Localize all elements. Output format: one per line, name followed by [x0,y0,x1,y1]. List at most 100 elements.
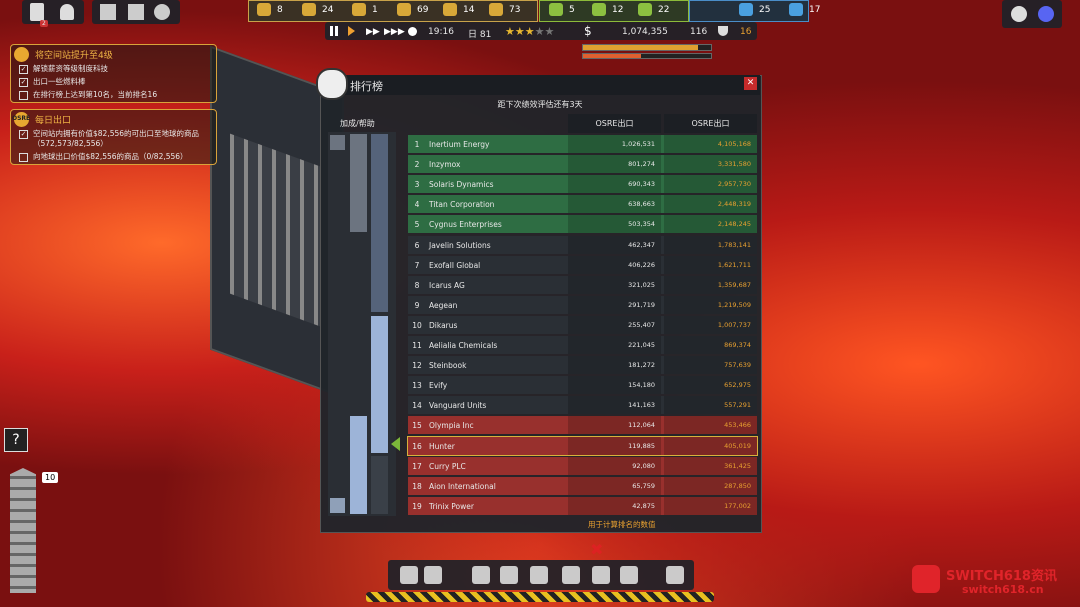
resource-count: 24 [322,5,334,15]
resource-icon [397,3,411,16]
tool-button[interactable] [400,566,418,584]
tool-button[interactable] [472,566,490,584]
checkbox[interactable] [19,153,28,162]
osre-total: 1,219,509 [717,300,751,309]
checkbox[interactable] [19,91,28,100]
column-header: OSRE出口 [568,114,661,133]
resource-icon [549,3,563,16]
tool-button[interactable] [500,566,518,584]
osre-value: 801,274 [628,160,655,169]
objective-title: 每日出口 [35,116,72,126]
tool-button[interactable] [620,566,638,584]
tool-button[interactable] [562,566,580,584]
bonus-bar [350,134,367,232]
checkbox[interactable]: ✓ [19,65,28,74]
discord-icon[interactable] [1038,6,1054,22]
leaderboard-row[interactable]: 7 Exofall Global 406,226 1,621,711 [408,255,757,274]
settings-gear[interactable] [154,4,170,20]
total-cell [664,235,757,254]
company-name: Icarus AG [429,280,465,290]
checkbox[interactable]: ✓ [19,130,28,139]
osre-total: 2,448,319 [717,200,751,209]
total-cell [664,336,757,354]
leaderboard-row[interactable]: 10 Dikarus 255,407 1,007,737 [408,315,757,334]
settings-icon[interactable] [1011,6,1027,22]
faster-button[interactable]: ▶▶▶ [384,27,405,37]
company-name: Aelialia Chemicals [429,341,498,350]
leaderboard-title-bar [320,75,760,95]
footer-note: 用于计算排名的数值 [588,520,656,529]
company-name: Javelin Solutions [429,240,491,250]
resource-bar-a [248,0,538,22]
alert-button[interactable] [60,4,74,20]
value-cell [568,255,661,274]
osre-total: 177,002 [724,501,751,510]
leaderboard-row[interactable]: 13 Evify 154,180 652,975 [408,376,757,395]
osre-total: 287,850 [724,481,751,490]
objective-text: 在排行榜上达到第10名，当前排名16 [33,90,158,99]
journal-button[interactable] [30,3,44,21]
leaderboard-row[interactable]: 2 Inzymox 801,274 3,331,580 [408,155,757,174]
osre-value: 291,719 [628,300,655,309]
osre-total: 453,466 [724,421,751,430]
resource-count: 12 [612,5,624,15]
osre-total: 2,957,730 [717,180,751,189]
bonus-icon[interactable] [330,135,345,150]
checkbox[interactable]: ✓ [19,78,28,87]
rank: 8 [414,280,420,290]
tool-button[interactable] [666,566,684,584]
value-cell [568,275,661,294]
value-cell [568,456,661,475]
leaderboard-row[interactable]: 5 Cygnus Enterprises 503,354 2,148,245 [408,215,757,234]
value-cell [568,496,661,515]
pause-button[interactable] [330,26,338,36]
osre-total: 405,019 [724,441,751,450]
tool-button[interactable] [530,566,548,584]
rank: 15 [412,421,422,431]
close-button[interactable]: ✕ [744,77,757,90]
company-name: Trinix Power [429,501,474,511]
total-cell [664,356,757,375]
resource-icon [592,3,606,16]
leaderboard-row[interactable]: 14 Vanguard Units 141,163 557,291 [408,396,757,415]
leaderboard-row[interactable]: 8 Icarus AG 321,025 1,359,687 [408,275,757,294]
cargo-button[interactable] [128,4,144,20]
objective-title: 将空间站提升至4级 [35,51,113,61]
leaderboard-row[interactable]: 16 Hunter 119,885 405,019 [407,435,758,456]
leaderboard-row[interactable]: 4 Titan Corporation 638,663 2,448,319 [408,195,757,214]
fast-button[interactable]: ▶▶ [366,27,380,37]
leaderboard-row[interactable]: 15 Olympia Inc 112,064 453,466 [408,416,757,435]
rank: 13 [412,381,422,391]
bonus-icon[interactable] [330,498,345,513]
module-button[interactable] [100,4,116,20]
value-cell [568,436,661,455]
company-name: Evify [429,381,448,391]
play-button[interactable] [348,26,355,36]
total-cell [664,315,757,334]
resource-icon [789,3,803,16]
company-name: Dikarus [429,320,458,330]
cancel-icon[interactable]: ✖ [590,540,604,559]
osre-value: 406,226 [628,260,655,269]
objective-text: 空间站内拥有价值$82,556的可出口至地球的商品（572,573/82,556… [33,129,200,148]
sun-icon [408,27,417,36]
leaderboard-row[interactable]: 6 Javelin Solutions 462,347 1,783,141 [408,235,757,254]
tool-button[interactable] [592,566,610,584]
leaderboard-row[interactable]: 18 Aion International 65,759 287,850 [408,476,757,495]
leaderboard-row[interactable]: 1 Inertium Energy 1,026,531 4,105,168 [408,135,757,153]
rating-stars: ★★★★★ [505,25,555,38]
leaderboard-row[interactable]: 11 Aelialia Chemicals 221,045 869,374 [408,336,757,354]
bonus-bar [371,134,388,312]
leaderboard-row[interactable]: 12 Steinbook 181,272 757,639 [408,356,757,375]
leaderboard-row[interactable]: 19 Trinix Power 42,875 177,002 [408,496,757,515]
osre-total: 3,331,580 [717,160,751,169]
tool-button[interactable] [424,566,442,584]
rank: 11 [412,341,422,350]
osre-value: 321,025 [628,280,655,289]
help-button[interactable]: ? [4,428,28,452]
value-cell [568,376,661,395]
leaderboard-row[interactable]: 9 Aegean 291,719 1,219,509 [408,295,757,314]
leaderboard-row[interactable]: 3 Solaris Dynamics 690,343 2,957,730 [408,175,757,194]
rank: 3 [414,180,420,190]
leaderboard-row[interactable]: 17 Curry PLC 92,080 361,425 [408,456,757,475]
